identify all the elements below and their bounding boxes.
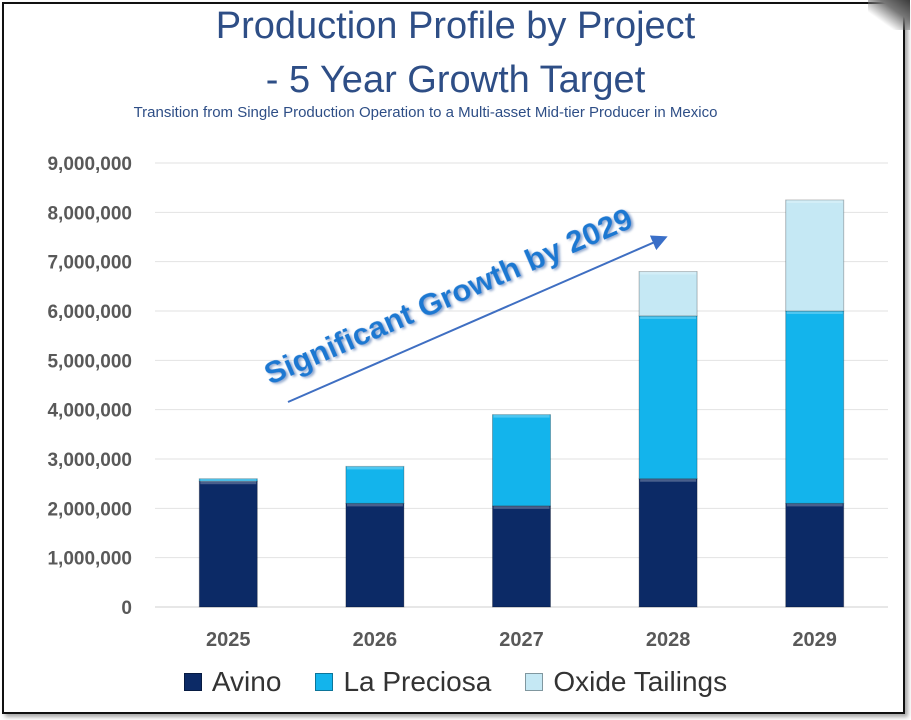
growth-arrow bbox=[287, 235, 668, 403]
growth-annotation: Significant Growth by 2029 bbox=[259, 201, 638, 392]
bar-la-preciosa-2027 bbox=[492, 414, 551, 507]
bar-avino-2025 bbox=[198, 480, 258, 608]
chart-title-line-2: - 5 Year Growth Target bbox=[265, 59, 646, 101]
bar-highlight bbox=[200, 478, 257, 482]
chart-legend: Avino La Preciosa Oxide Tailings bbox=[0, 666, 911, 698]
bar-series bbox=[198, 199, 845, 608]
bar-highlight bbox=[493, 414, 550, 418]
legend-swatch-la-preciosa bbox=[315, 673, 334, 691]
bar-la-preciosa-2029 bbox=[785, 310, 845, 504]
bar-highlight bbox=[640, 478, 697, 482]
legend-swatch-oxide-tailings bbox=[525, 673, 544, 691]
x-tick-label: 2025 bbox=[206, 629, 251, 651]
bar-avino-2028 bbox=[638, 478, 698, 608]
y-tick-label: 4,000,000 bbox=[47, 401, 132, 422]
legend-item-la-preciosa: La Preciosa bbox=[315, 666, 491, 698]
y-tick-label: 7,000,000 bbox=[47, 253, 132, 274]
bar-highlight bbox=[640, 315, 697, 319]
legend-label-oxide-tailings: Oxide Tailings bbox=[553, 666, 728, 697]
legend-item-avino: Avino bbox=[183, 666, 282, 698]
bar-avino-2027 bbox=[492, 505, 551, 608]
bar-la-preciosa-2026 bbox=[345, 465, 405, 504]
bar-oxide-tailings-2029 bbox=[785, 199, 845, 312]
bar-highlight bbox=[200, 481, 257, 485]
chart-title: Production Profile by Project bbox=[215, 5, 696, 47]
x-tick-label: 2029 bbox=[792, 629, 837, 651]
y-tick-label: 6,000,000 bbox=[47, 302, 132, 323]
y-tick-label: 5,000,000 bbox=[47, 351, 132, 372]
chart-subtitle: Transition from Single Production Operat… bbox=[133, 104, 718, 121]
bar-highlight bbox=[640, 271, 697, 275]
x-tick-label: 2026 bbox=[353, 629, 398, 651]
bar-highlight bbox=[786, 200, 843, 203]
y-tick-label: 9,000,000 bbox=[47, 154, 132, 175]
bar-la-preciosa-2025 bbox=[198, 478, 258, 482]
bar-la-preciosa-2028 bbox=[638, 315, 698, 480]
y-tick-label: 0 bbox=[121, 598, 132, 619]
legend-item-oxide-tailings: Oxide Tailings bbox=[525, 666, 727, 698]
x-tick-label: 2028 bbox=[646, 629, 691, 651]
bar-highlight bbox=[786, 503, 843, 507]
bar-oxide-tailings-2028 bbox=[638, 271, 698, 317]
bar-highlight bbox=[346, 503, 403, 507]
corner-shadow-decoration bbox=[868, 0, 910, 30]
y-tick-label: 8,000,000 bbox=[47, 203, 132, 224]
y-tick-label: 1,000,000 bbox=[47, 549, 132, 570]
x-tick-label: 2027 bbox=[499, 629, 544, 651]
y-tick-label: 2,000,000 bbox=[47, 499, 132, 520]
bar-highlight bbox=[346, 466, 403, 470]
legend-swatch-avino bbox=[183, 673, 202, 691]
y-tick-label: 3,000,000 bbox=[47, 450, 132, 471]
bar-avino-2029 bbox=[785, 502, 845, 608]
legend-label-avino: Avino bbox=[211, 666, 282, 697]
y-axis-tick-labels: 0 1,000,000 2,000,000 3,000,000 4,000,000 5,0… bbox=[47, 154, 132, 619]
bar-highlight bbox=[786, 311, 843, 314]
x-axis-tick-labels: 2025 2026 2027 2028 2029 bbox=[206, 629, 837, 651]
legend-label-la-preciosa: La Preciosa bbox=[343, 666, 492, 697]
bar-highlight bbox=[493, 505, 550, 509]
bar-avino-2026 bbox=[345, 502, 405, 608]
